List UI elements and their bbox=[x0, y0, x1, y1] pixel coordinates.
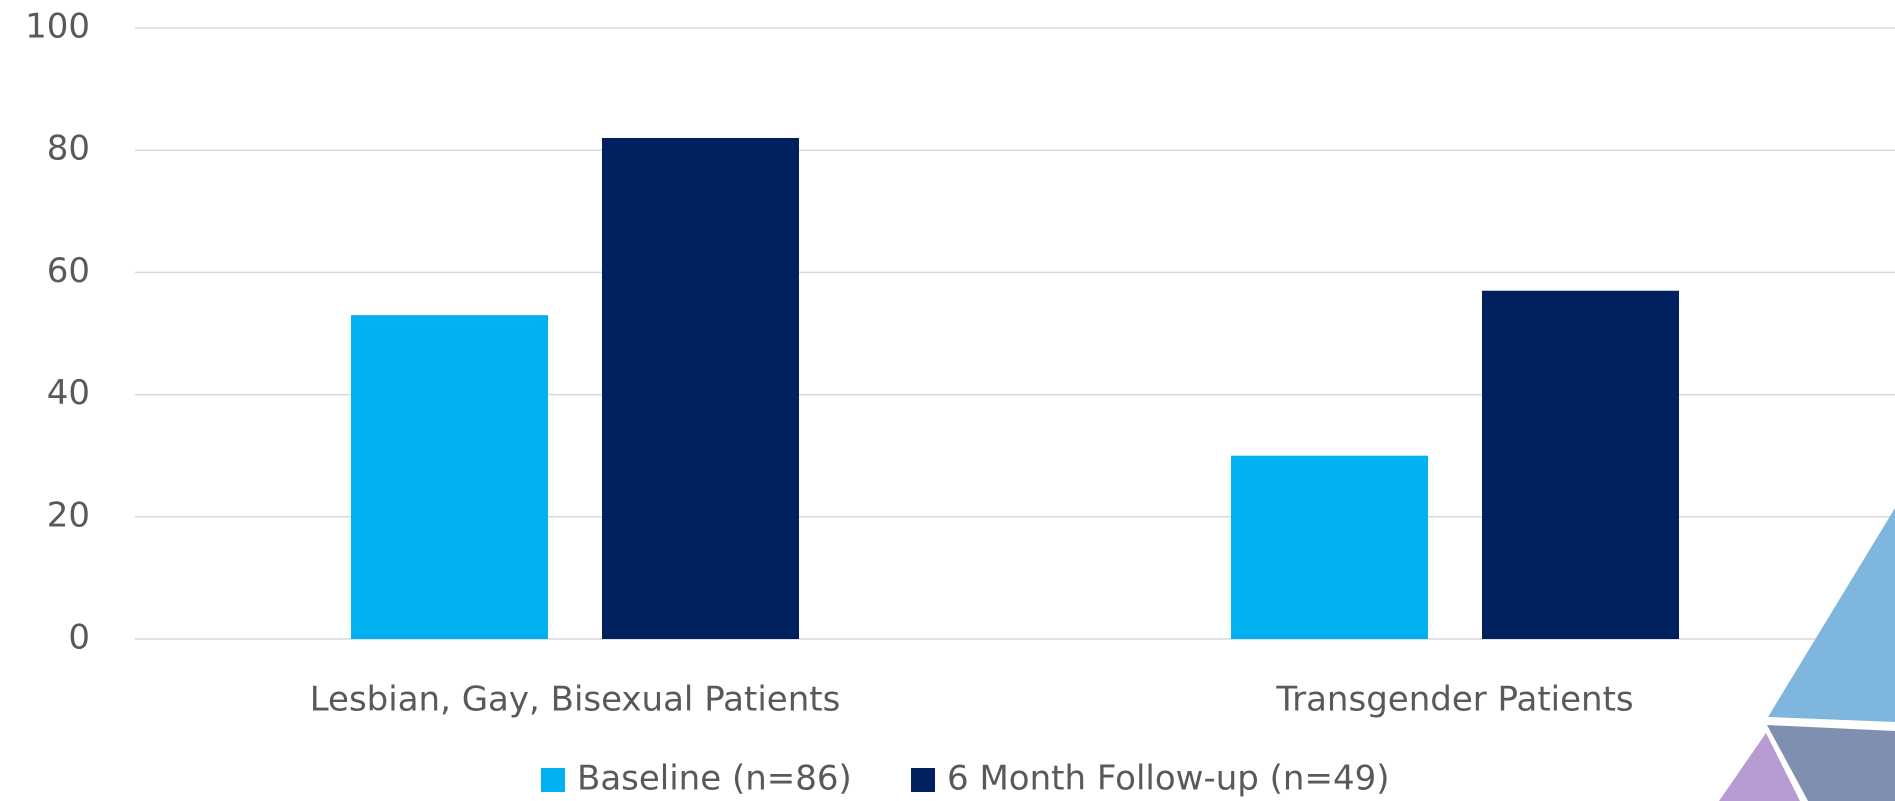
legend-swatch bbox=[541, 768, 565, 792]
decoration bbox=[1767, 725, 1895, 801]
bar bbox=[602, 137, 799, 640]
y-tick-label: 80 bbox=[47, 129, 90, 169]
y-tick-label: 0 bbox=[68, 618, 90, 658]
legend-label: 6 Month Follow-up (n=49) bbox=[947, 759, 1390, 799]
x-tick-label: Lesbian, Gay, Bisexual Patients bbox=[310, 680, 841, 720]
bar bbox=[1482, 290, 1679, 639]
x-tick-label: Transgender Patients bbox=[1275, 680, 1633, 720]
y-tick-label: 40 bbox=[47, 373, 90, 413]
y-tick-label: 100 bbox=[25, 7, 90, 47]
y-tick-label: 20 bbox=[47, 495, 90, 535]
legend-swatch bbox=[911, 768, 935, 792]
bar bbox=[1231, 455, 1428, 639]
bar bbox=[351, 315, 548, 639]
legend-label: Baseline (n=86) bbox=[577, 759, 852, 799]
decoration bbox=[1719, 733, 1800, 801]
y-tick-label: 60 bbox=[47, 251, 90, 291]
decoration bbox=[1768, 508, 1895, 722]
